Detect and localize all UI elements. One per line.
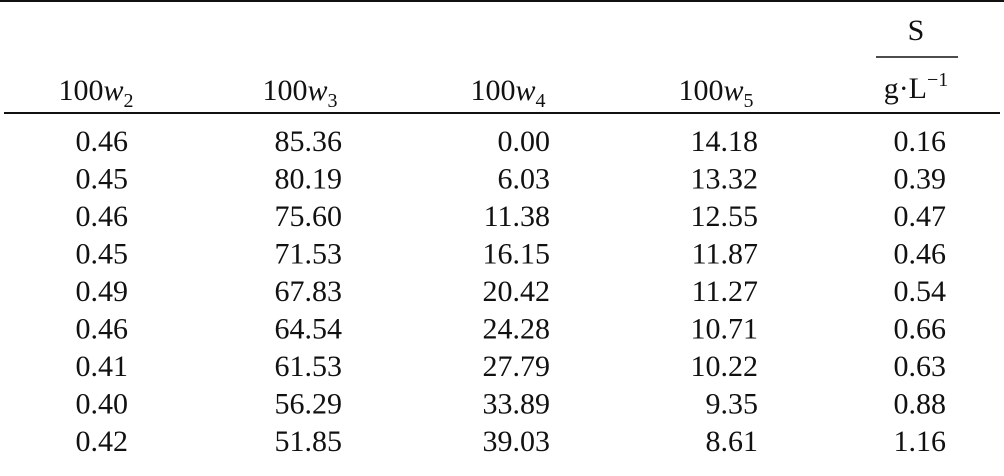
header-variable: w — [103, 74, 123, 107]
cell: 27.79 — [483, 350, 551, 383]
cell: 0.88 — [894, 388, 947, 421]
column-header: 100w3 — [262, 74, 337, 112]
header-subscript: 2 — [124, 90, 134, 112]
header-numerator: S — [908, 14, 925, 47]
header-subscript: 3 — [328, 90, 338, 112]
cell: 10.71 — [691, 313, 759, 346]
cell: 0.46 — [76, 125, 129, 158]
cell: 56.29 — [275, 388, 343, 421]
cell: 8.61 — [706, 425, 759, 458]
cell: 0.42 — [76, 425, 129, 458]
cell: 0.46 — [76, 200, 129, 233]
cell: 12.55 — [691, 200, 759, 233]
cell: 11.87 — [692, 238, 758, 271]
cell: 39.03 — [483, 425, 551, 458]
header-prefix: 100 — [262, 74, 307, 107]
header-prefix: 100 — [470, 74, 515, 107]
cell: 14.18 — [691, 125, 759, 158]
cell: 0.45 — [76, 238, 129, 271]
cell: 11.27 — [692, 275, 758, 308]
cell: 33.89 — [483, 388, 551, 421]
cell: 0.46 — [76, 313, 129, 346]
cell: 16.15 — [483, 238, 551, 271]
header-unit: g·L — [884, 72, 927, 105]
header-denominator: g·L−1 — [884, 69, 949, 105]
cell: 0.49 — [76, 275, 129, 308]
cell: 9.35 — [706, 388, 759, 421]
column-header: 100w2 — [58, 74, 133, 112]
cell: 0.46 — [894, 238, 947, 271]
cell: 0.47 — [894, 200, 947, 233]
cell: 6.03 — [498, 163, 551, 196]
header-subscript: 4 — [536, 90, 546, 112]
cell: 1.16 — [894, 425, 947, 458]
header-variable: w — [723, 74, 743, 107]
cell: 10.22 — [691, 350, 759, 383]
column-header: 100w4 — [470, 74, 545, 112]
cell: 13.32 — [691, 163, 759, 196]
cell: 80.19 — [275, 163, 343, 196]
cell: 0.54 — [894, 275, 947, 308]
header-variable: w — [307, 74, 327, 107]
header-subscript: 5 — [744, 90, 754, 112]
header-variable: w — [515, 74, 535, 107]
cell: 61.53 — [275, 350, 343, 383]
cell: 0.39 — [894, 163, 947, 196]
cell: 0.16 — [894, 125, 947, 158]
cell: 0.63 — [894, 350, 947, 383]
cell: 0.41 — [76, 350, 129, 383]
cell: 24.28 — [483, 313, 551, 346]
cell: 20.42 — [483, 275, 551, 308]
cell: 71.53 — [275, 238, 343, 271]
header-superscript: −1 — [927, 69, 948, 91]
header-prefix: 100 — [678, 74, 723, 107]
header-prefix: 100 — [58, 74, 103, 107]
cell: 85.36 — [275, 125, 343, 158]
cell: 64.54 — [275, 313, 343, 346]
column-header: 100w5 — [678, 74, 753, 112]
cell: 0.45 — [76, 163, 129, 196]
cell: 75.60 — [275, 200, 343, 233]
cell: 51.85 — [275, 425, 343, 458]
cell: 11.38 — [484, 200, 550, 233]
cell: 67.83 — [275, 275, 343, 308]
cell: 0.66 — [894, 313, 947, 346]
cell: 0.40 — [76, 388, 129, 421]
cell: 0.00 — [498, 125, 551, 158]
